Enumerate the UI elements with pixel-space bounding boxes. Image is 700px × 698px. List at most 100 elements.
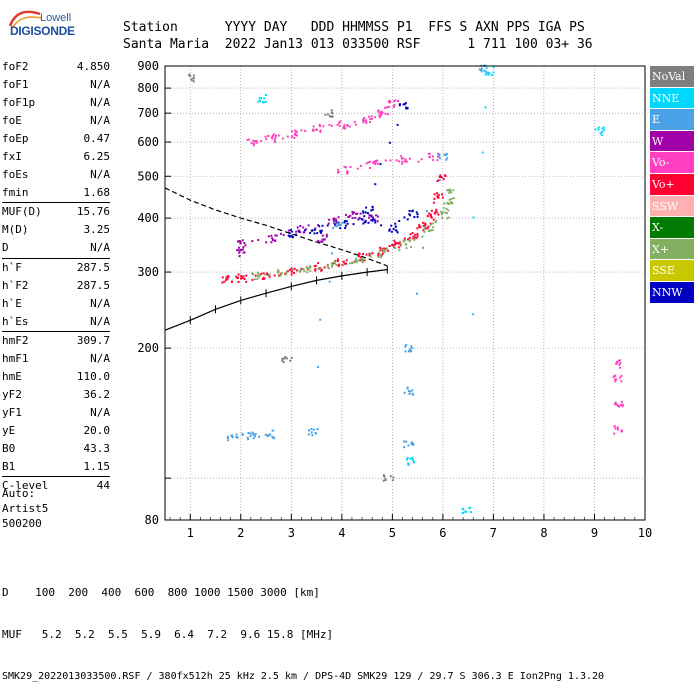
x-tick-label: 6 — [439, 526, 446, 540]
data-point — [413, 238, 416, 241]
data-point — [438, 154, 441, 157]
data-point — [324, 113, 327, 116]
param-name: C-level — [2, 479, 49, 493]
data-point — [620, 380, 623, 383]
data-point — [410, 246, 412, 249]
data-point — [613, 432, 616, 435]
data-point — [336, 225, 339, 228]
data-point — [484, 70, 487, 73]
data-point — [189, 75, 192, 78]
legend-entry: E — [650, 109, 694, 131]
data-point — [319, 230, 322, 233]
data-point — [440, 210, 443, 213]
data-point — [235, 435, 238, 438]
data-point — [371, 208, 374, 211]
data-point — [414, 233, 417, 236]
data-point — [447, 202, 450, 205]
data-point — [403, 446, 406, 449]
data-point — [362, 222, 365, 225]
data-point — [241, 277, 244, 279]
data-point — [342, 127, 345, 130]
data-point — [395, 159, 398, 162]
data-point — [411, 231, 414, 234]
data-point — [237, 281, 240, 283]
data-point — [252, 433, 255, 436]
data-point — [325, 233, 328, 236]
data-point — [268, 273, 271, 276]
x-tick-label: 7 — [490, 526, 497, 540]
data-point — [437, 152, 440, 155]
data-point — [403, 160, 406, 163]
data-point — [431, 222, 434, 225]
data-point — [380, 256, 383, 259]
x-tick-label: 10 — [638, 526, 652, 540]
data-point — [418, 225, 421, 228]
data-point — [286, 135, 289, 138]
data-point — [416, 227, 419, 230]
data-point — [368, 252, 371, 255]
data-point — [283, 357, 286, 360]
data-point — [259, 140, 262, 143]
data-point — [192, 80, 195, 83]
data-point — [303, 231, 306, 234]
data-point — [396, 123, 399, 126]
data-point — [409, 214, 412, 217]
data-point — [310, 229, 313, 232]
data-point — [616, 426, 619, 429]
data-point — [317, 366, 320, 369]
data-point — [436, 159, 439, 162]
data-point — [371, 205, 374, 208]
data-point — [388, 141, 391, 144]
data-point — [358, 216, 361, 219]
param-value: 6.25 — [83, 150, 111, 164]
data-point — [319, 229, 322, 232]
data-point — [282, 361, 285, 364]
x-tick-label: 1 — [187, 526, 194, 540]
data-point — [365, 121, 368, 124]
data-point — [335, 264, 338, 266]
data-point — [492, 66, 495, 69]
data-point — [262, 272, 265, 275]
data-point — [480, 67, 483, 70]
param-name: foEp — [2, 132, 29, 146]
data-point — [423, 230, 426, 233]
footer-file-info: SMK29_2022013033500.RSF / 380fx512h 25 k… — [2, 671, 605, 682]
data-point — [621, 403, 624, 406]
param-row: D N/A — [2, 239, 110, 257]
data-point — [345, 262, 348, 265]
data-point — [396, 231, 399, 234]
data-point — [412, 459, 415, 462]
data-point — [389, 100, 392, 103]
param-separator — [2, 202, 110, 204]
data-point — [618, 405, 621, 408]
param-name: fxI — [2, 150, 22, 164]
data-point — [327, 222, 330, 225]
data-point — [287, 229, 290, 232]
param-row: fmin 1.68 — [2, 184, 110, 202]
data-point — [334, 260, 337, 263]
param-row: foE N/A — [2, 112, 110, 130]
data-point — [317, 224, 320, 227]
data-point — [411, 209, 414, 212]
data-point — [326, 266, 329, 269]
param-row: MUF(D) 15.76 — [2, 203, 110, 221]
data-point — [254, 274, 257, 277]
param-name: h`F2 — [2, 278, 29, 292]
data-point — [409, 457, 412, 460]
x-tick-label: 9 — [591, 526, 598, 540]
data-point — [398, 104, 401, 107]
data-point — [436, 180, 439, 182]
param-name: MUF(D) — [2, 205, 42, 219]
data-point — [430, 216, 433, 219]
data-point — [263, 277, 266, 280]
param-row: foF1 N/A — [2, 76, 110, 94]
data-point — [597, 126, 600, 129]
data-point — [265, 273, 267, 276]
data-point — [294, 133, 297, 136]
autoscaling-info: Auto: Artist5 500200 — [2, 486, 48, 531]
data-point — [271, 237, 274, 240]
data-point — [272, 436, 275, 439]
data-point — [264, 135, 267, 138]
param-row: h`Es N/A — [2, 313, 110, 331]
param-name: hmF1 — [2, 351, 29, 365]
